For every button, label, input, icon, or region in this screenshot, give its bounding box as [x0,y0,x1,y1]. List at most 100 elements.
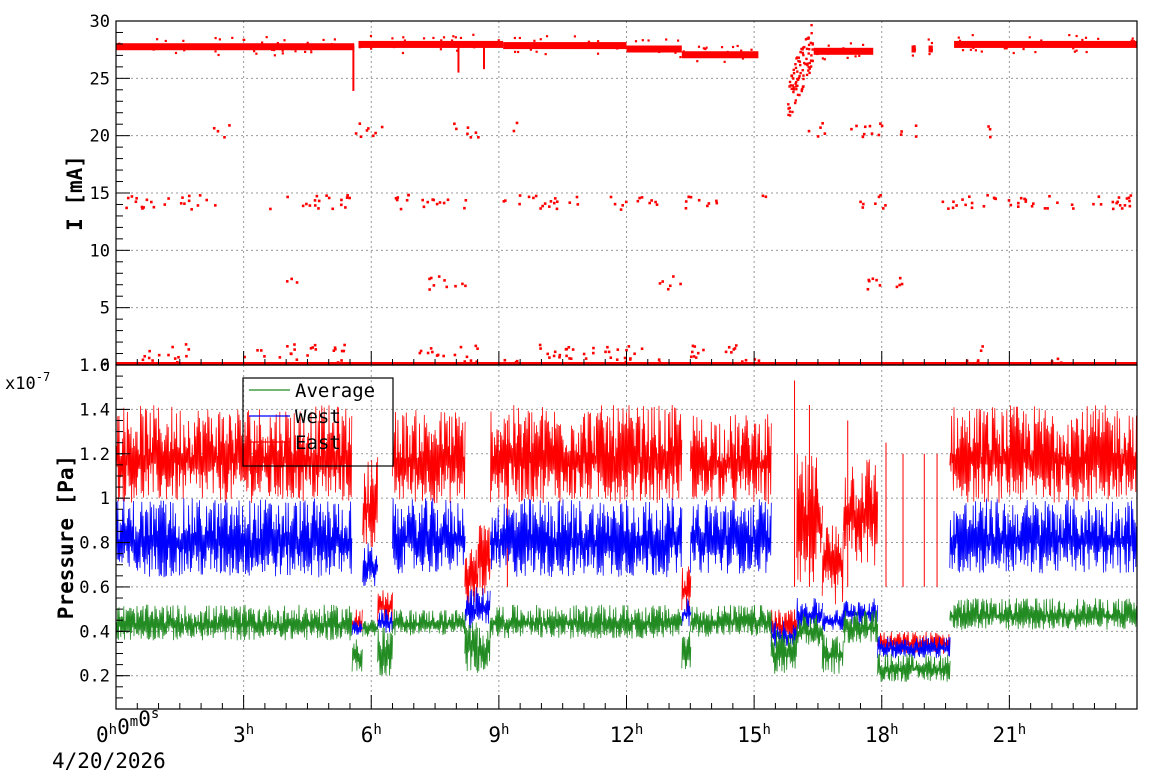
current-point [371,134,375,138]
current-point [927,38,930,41]
current-point [794,99,798,102]
current-point [859,200,862,204]
current-point [697,45,701,48]
current-point [466,132,469,136]
current-point [986,194,989,197]
current-point [469,136,473,139]
current-point [228,124,231,127]
current-point [795,80,798,84]
current-point [795,57,798,60]
current-point [431,198,434,201]
current-point [504,199,507,202]
current-point [914,135,918,138]
current-point [795,88,798,91]
current-point [862,202,865,206]
current-point [627,345,631,348]
current-point [799,50,802,54]
current-point [880,124,884,128]
current-point [720,46,724,49]
current-point [898,276,902,280]
current-point [665,38,668,41]
current-point [559,46,562,49]
current-point [214,204,217,207]
current-point [340,203,343,207]
current-point [342,349,346,353]
current-point [459,345,463,349]
current-baseline [503,42,627,50]
current-baseline [681,51,759,59]
current-point [438,201,442,204]
current-point [175,361,179,364]
current-point [474,344,478,348]
current-point [187,194,191,198]
current-point [658,282,662,285]
current-point [538,343,542,347]
current-point [867,278,871,282]
current-point [1022,47,1025,51]
current-point [359,135,363,139]
current-point [727,345,731,349]
current-point [577,45,580,49]
current-point [317,207,320,210]
current-point [798,74,801,78]
current-point [466,126,470,129]
current-point [453,353,457,357]
current-point [666,287,670,291]
current-point [870,132,874,135]
current-point [827,52,830,55]
current-point [615,358,619,362]
current-point [429,347,433,350]
current-point [553,197,557,200]
current-point [641,39,644,42]
current-point [539,207,542,210]
current-point [395,198,399,202]
current-point [757,359,761,362]
current-point [311,346,315,349]
current-point [463,360,467,363]
current-point [327,196,331,200]
current-point [125,206,128,210]
current-point [273,48,276,52]
current-point [315,194,319,198]
current-point [1056,357,1060,361]
current-point [841,49,844,53]
current-point [453,122,456,126]
current-point [1070,203,1074,207]
current-point [802,77,805,81]
current-point [790,87,794,90]
current-point [741,57,745,60]
current-point [621,204,624,207]
current-point [668,284,672,288]
current-point [340,359,343,362]
current-point [647,39,650,42]
current-point [875,278,878,282]
current-point [147,356,151,360]
current-point [1125,197,1129,200]
current-point [405,198,409,202]
current-point [291,48,294,51]
current-point [1024,198,1028,202]
current-point [179,202,183,205]
current-point [802,53,805,57]
current-point [592,346,595,350]
current-point [145,198,149,202]
x-tick-label: 15h [737,722,771,747]
current-point [1132,40,1135,43]
current-point [126,196,130,200]
current-point [650,199,653,202]
current-point [764,195,768,199]
current-point [805,57,808,61]
current-point [305,202,308,206]
current-point [440,39,443,42]
current-point [573,46,576,50]
current-point [1134,44,1137,47]
current-point [408,45,412,48]
current-point [445,285,449,289]
current-point [801,68,804,72]
current-point [294,50,297,53]
current-baseline [626,45,682,53]
current-point [794,82,797,85]
y-axis-multiplier: x10-7 [5,370,50,394]
current-point [537,43,540,46]
current-point [295,358,299,362]
